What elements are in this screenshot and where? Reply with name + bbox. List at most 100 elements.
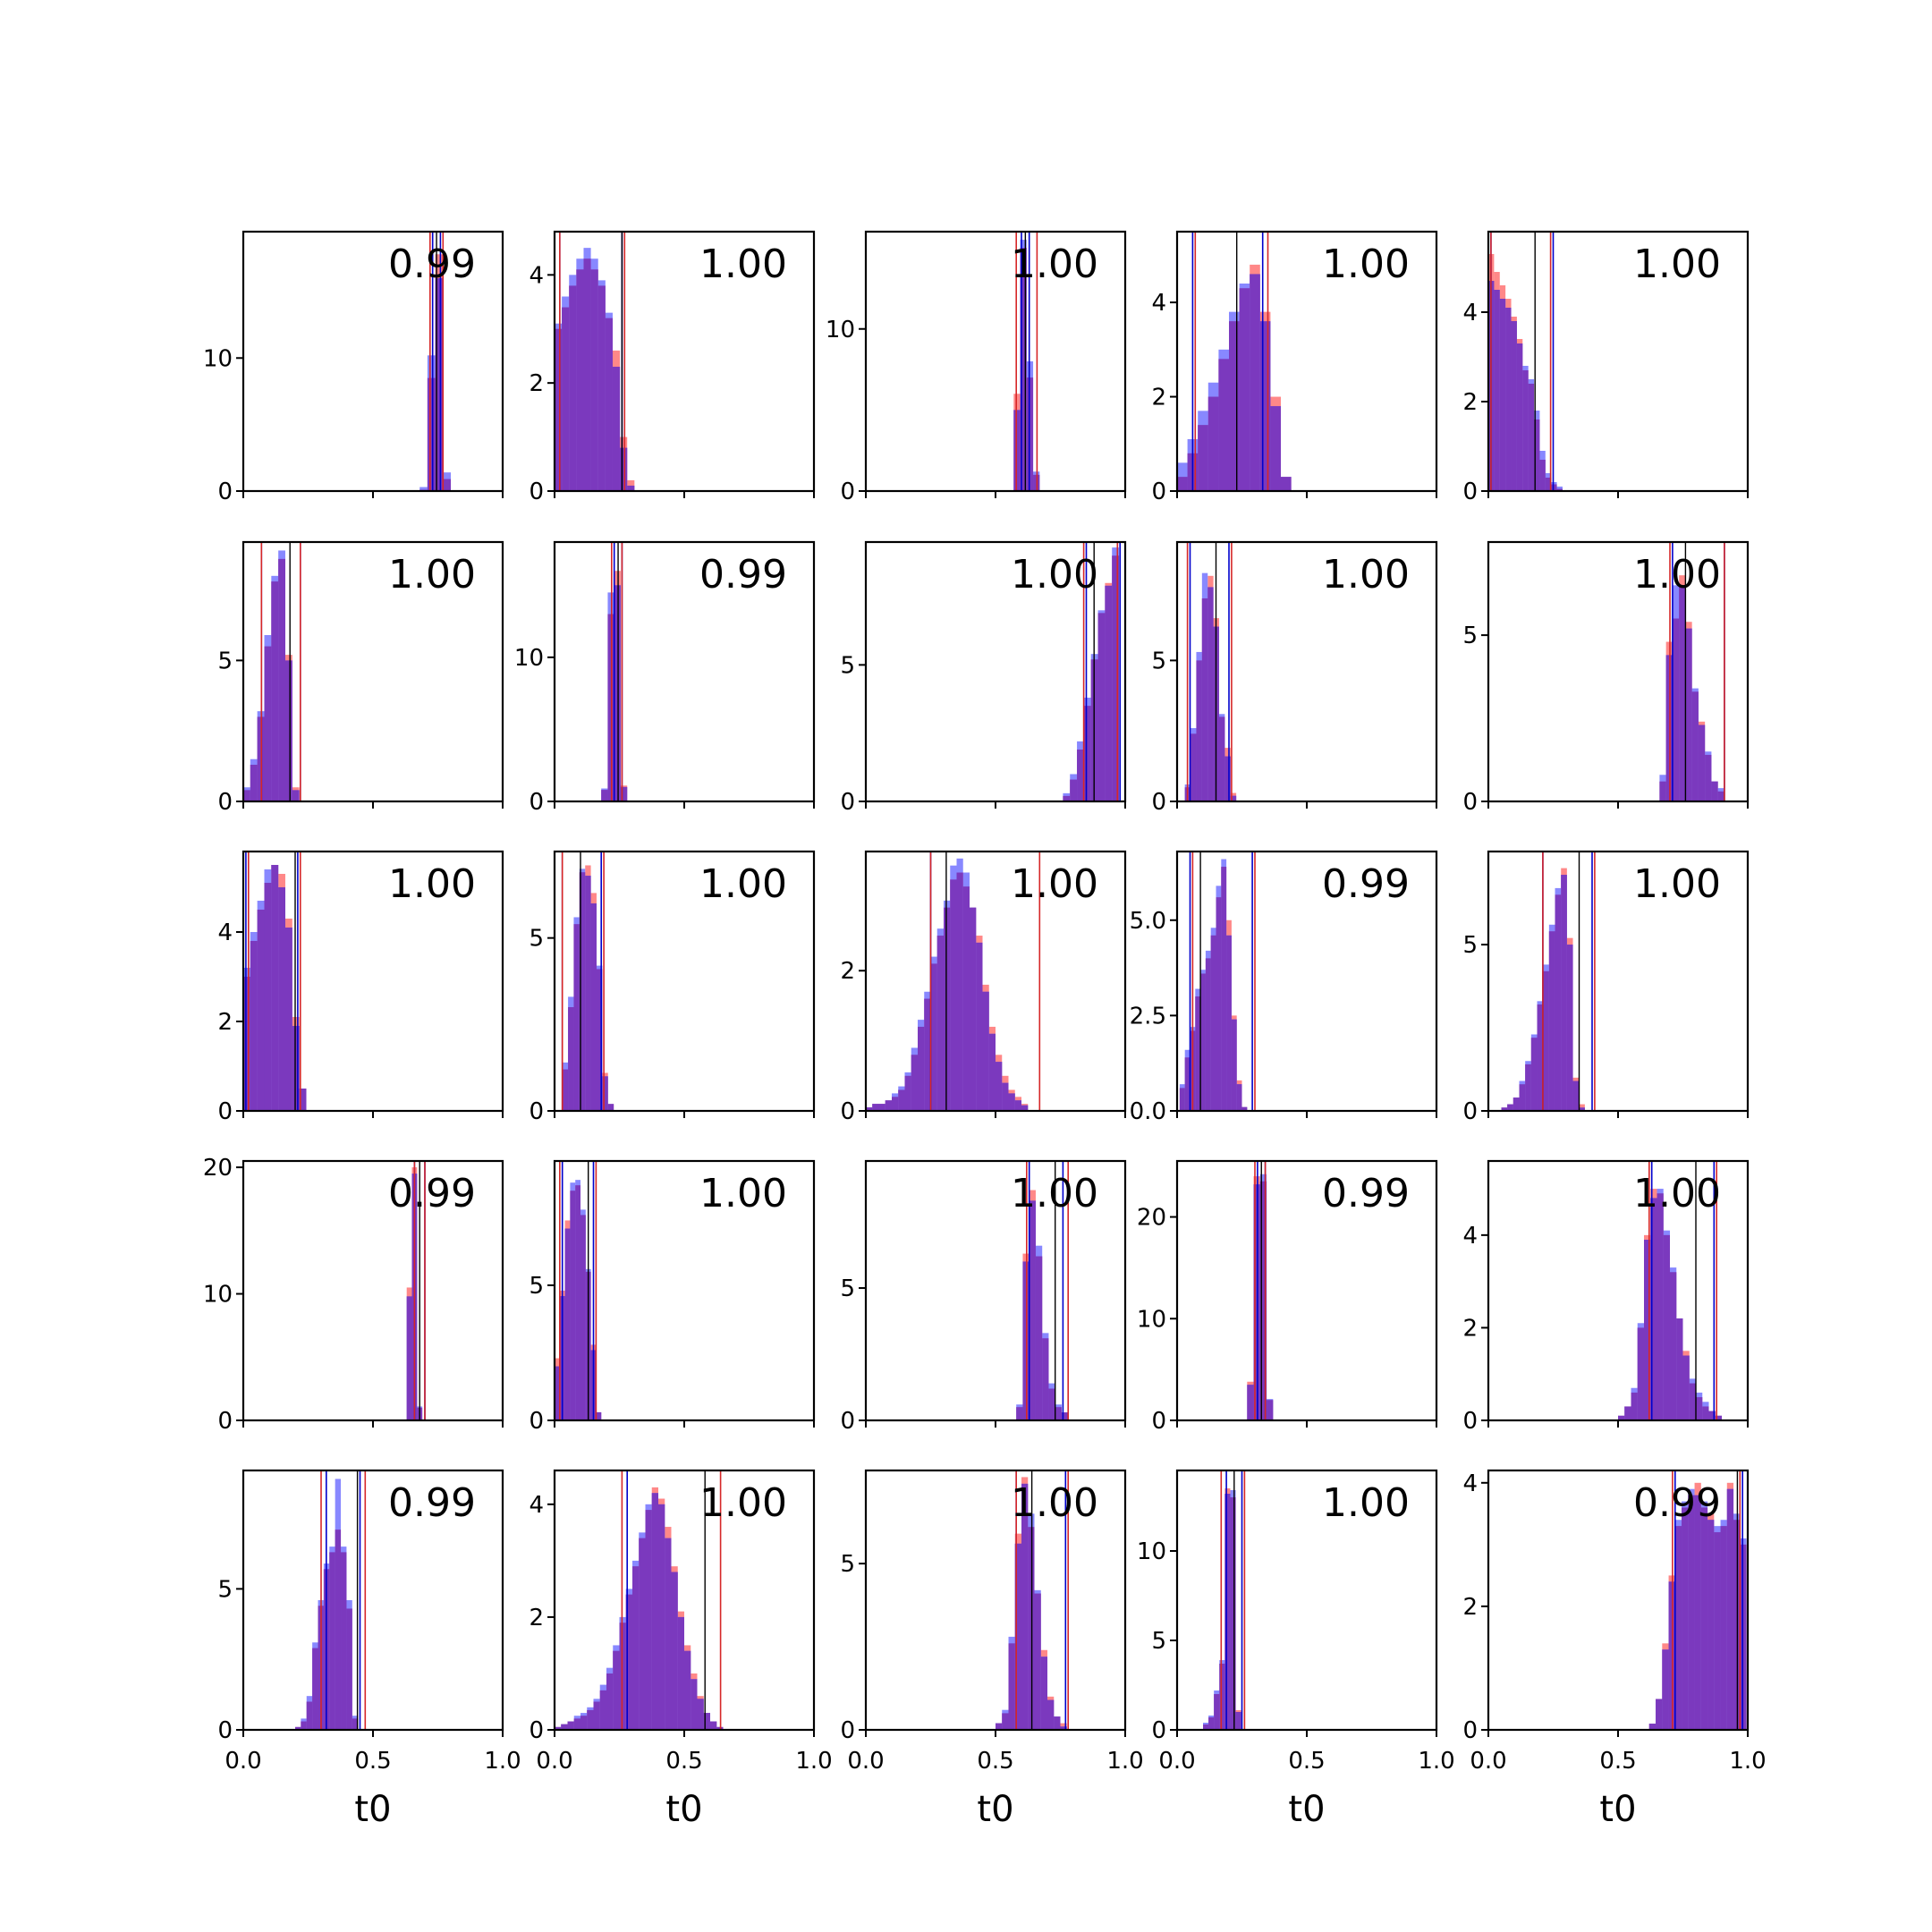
overlap-bar (1650, 1198, 1657, 1420)
x-tick-label: 1.0 (795, 1748, 832, 1775)
overlap-bar (632, 1566, 640, 1730)
overlap-bar (1231, 1019, 1237, 1111)
y-tick-label: 0 (217, 789, 233, 816)
overlap-bar (898, 1089, 905, 1111)
y-tick-label: 5 (840, 1551, 855, 1578)
histogram-panel-22: 0 2 4 0.0 0.5 1.0 t0 1.00 (529, 1469, 833, 1830)
overlap-bar (568, 1007, 574, 1111)
overlap-bar (1705, 754, 1712, 801)
x-tick-label: 0.5 (354, 1748, 391, 1775)
y-tick-label: 5 (217, 648, 233, 674)
overlap-bar (620, 786, 628, 801)
overlap-bar (1226, 935, 1232, 1111)
overlap-bar (435, 278, 444, 491)
overlap-bar (590, 903, 597, 1111)
overlap-bar (257, 910, 265, 1111)
overlap-bar (697, 1699, 704, 1730)
panel-value-label: 0.99 (699, 552, 787, 597)
overlap-bar (1235, 1712, 1241, 1730)
overlap-bar (1700, 1507, 1708, 1730)
y-tick-label: 2 (217, 1009, 233, 1036)
overlap-bar (1525, 1063, 1531, 1111)
overlap-bar (1184, 1057, 1191, 1111)
y-tick-label: 5 (1462, 623, 1478, 649)
overlap-bar (1648, 1724, 1657, 1730)
overlap-bar (1241, 1106, 1248, 1111)
histogram-panel-6: 051.00 (217, 540, 504, 816)
x-axis-label: t0 (665, 1789, 702, 1830)
y-tick-label: 10 (514, 645, 544, 672)
overlap-bar (1196, 660, 1202, 801)
overlap-bar (1210, 935, 1216, 1111)
y-tick-label: 2 (529, 370, 544, 397)
overlap-bar (613, 1650, 620, 1730)
panel-value-label: 1.00 (1011, 1480, 1098, 1526)
histogram-panel-16: 0 10 20 0.99 (203, 1155, 504, 1435)
overlap-bar (1714, 1532, 1721, 1730)
y-tick-label: 2 (1462, 1315, 1478, 1342)
panel-value-label: 0.99 (1322, 1171, 1410, 1216)
overlap-bar (580, 1215, 586, 1420)
y-tick-label: 0 (1151, 479, 1166, 505)
overlap-bar (1672, 618, 1680, 801)
y-tick-label: 5 (1462, 932, 1478, 959)
overlap-bar (605, 318, 613, 491)
overlap-bar (956, 872, 963, 1111)
overlap-bar (1691, 691, 1699, 801)
overlap-bar (569, 285, 577, 491)
y-tick-label: 0 (529, 479, 544, 505)
overlap-bar (1513, 1097, 1520, 1111)
y-tick-label: 0 (840, 1717, 855, 1744)
y-tick-label: 10 (1137, 1306, 1166, 1333)
histogram-panel-7: 0 10 0.99 (514, 540, 816, 816)
overlap-bar (1726, 1488, 1734, 1730)
y-tick-label: 0 (217, 1717, 233, 1744)
panel-value-label: 1.00 (1011, 1171, 1098, 1216)
overlap-bar (1002, 1082, 1009, 1111)
overlap-bar (658, 1504, 665, 1730)
overlap-bar (996, 1723, 1003, 1730)
overlap-bar (710, 1721, 717, 1730)
overlap-bar (1218, 716, 1225, 801)
histogram-panel-18: 051.00 (840, 1159, 1127, 1435)
overlap-bar (1034, 1593, 1041, 1730)
histogram-panel-25: 0 2 4 0.0 0.5 1.0 t0 0.99 (1462, 1469, 1767, 1830)
overlap-bar (1696, 1397, 1703, 1420)
overlap-bar (1077, 750, 1084, 801)
overlap-bar (1048, 1388, 1055, 1420)
y-tick-label: 0 (529, 1717, 544, 1744)
histogram-panel-21: 0 5 0.0 0.5 1.0 t0 0.99 (217, 1469, 521, 1830)
overlap-bar (1014, 1543, 1021, 1730)
y-tick-label: 5.0 (1130, 908, 1166, 935)
y-tick-label: 0 (1151, 789, 1166, 816)
overlap-bar (271, 865, 279, 1111)
overlap-bar (1208, 1717, 1215, 1730)
overlap-bar (1218, 359, 1229, 491)
overlap-bar (651, 1493, 658, 1730)
overlap-bar (1670, 1272, 1677, 1420)
second-series-bar (419, 487, 428, 491)
y-tick-label: 5 (1151, 1628, 1166, 1655)
overlap-bar (1624, 1406, 1631, 1420)
overlap-bar (580, 1716, 588, 1730)
overlap-bar (1566, 945, 1573, 1111)
overlap-bar (271, 581, 279, 801)
overlap-bar (243, 977, 250, 1111)
overlap-bar (264, 646, 272, 801)
y-tick-label: 0 (1462, 1717, 1478, 1744)
overlap-bar (596, 1411, 602, 1420)
x-tick-label: 0.5 (977, 1748, 1013, 1775)
overlap-bar (1511, 321, 1517, 491)
overlap-bar (1694, 1495, 1701, 1730)
overlap-bar (562, 307, 570, 491)
overlap-bar (684, 1650, 691, 1730)
x-tick-label: 1.0 (484, 1748, 521, 1775)
panel-value-label: 1.00 (699, 242, 787, 287)
overlap-bar (406, 1296, 412, 1420)
overlap-bar (1195, 996, 1201, 1111)
overlap-bar (1008, 1643, 1015, 1730)
overlap-bar (1247, 1385, 1254, 1420)
overlap-bar (602, 1076, 608, 1111)
overlap-bar (564, 1228, 571, 1420)
overlap-bar (335, 1530, 342, 1730)
